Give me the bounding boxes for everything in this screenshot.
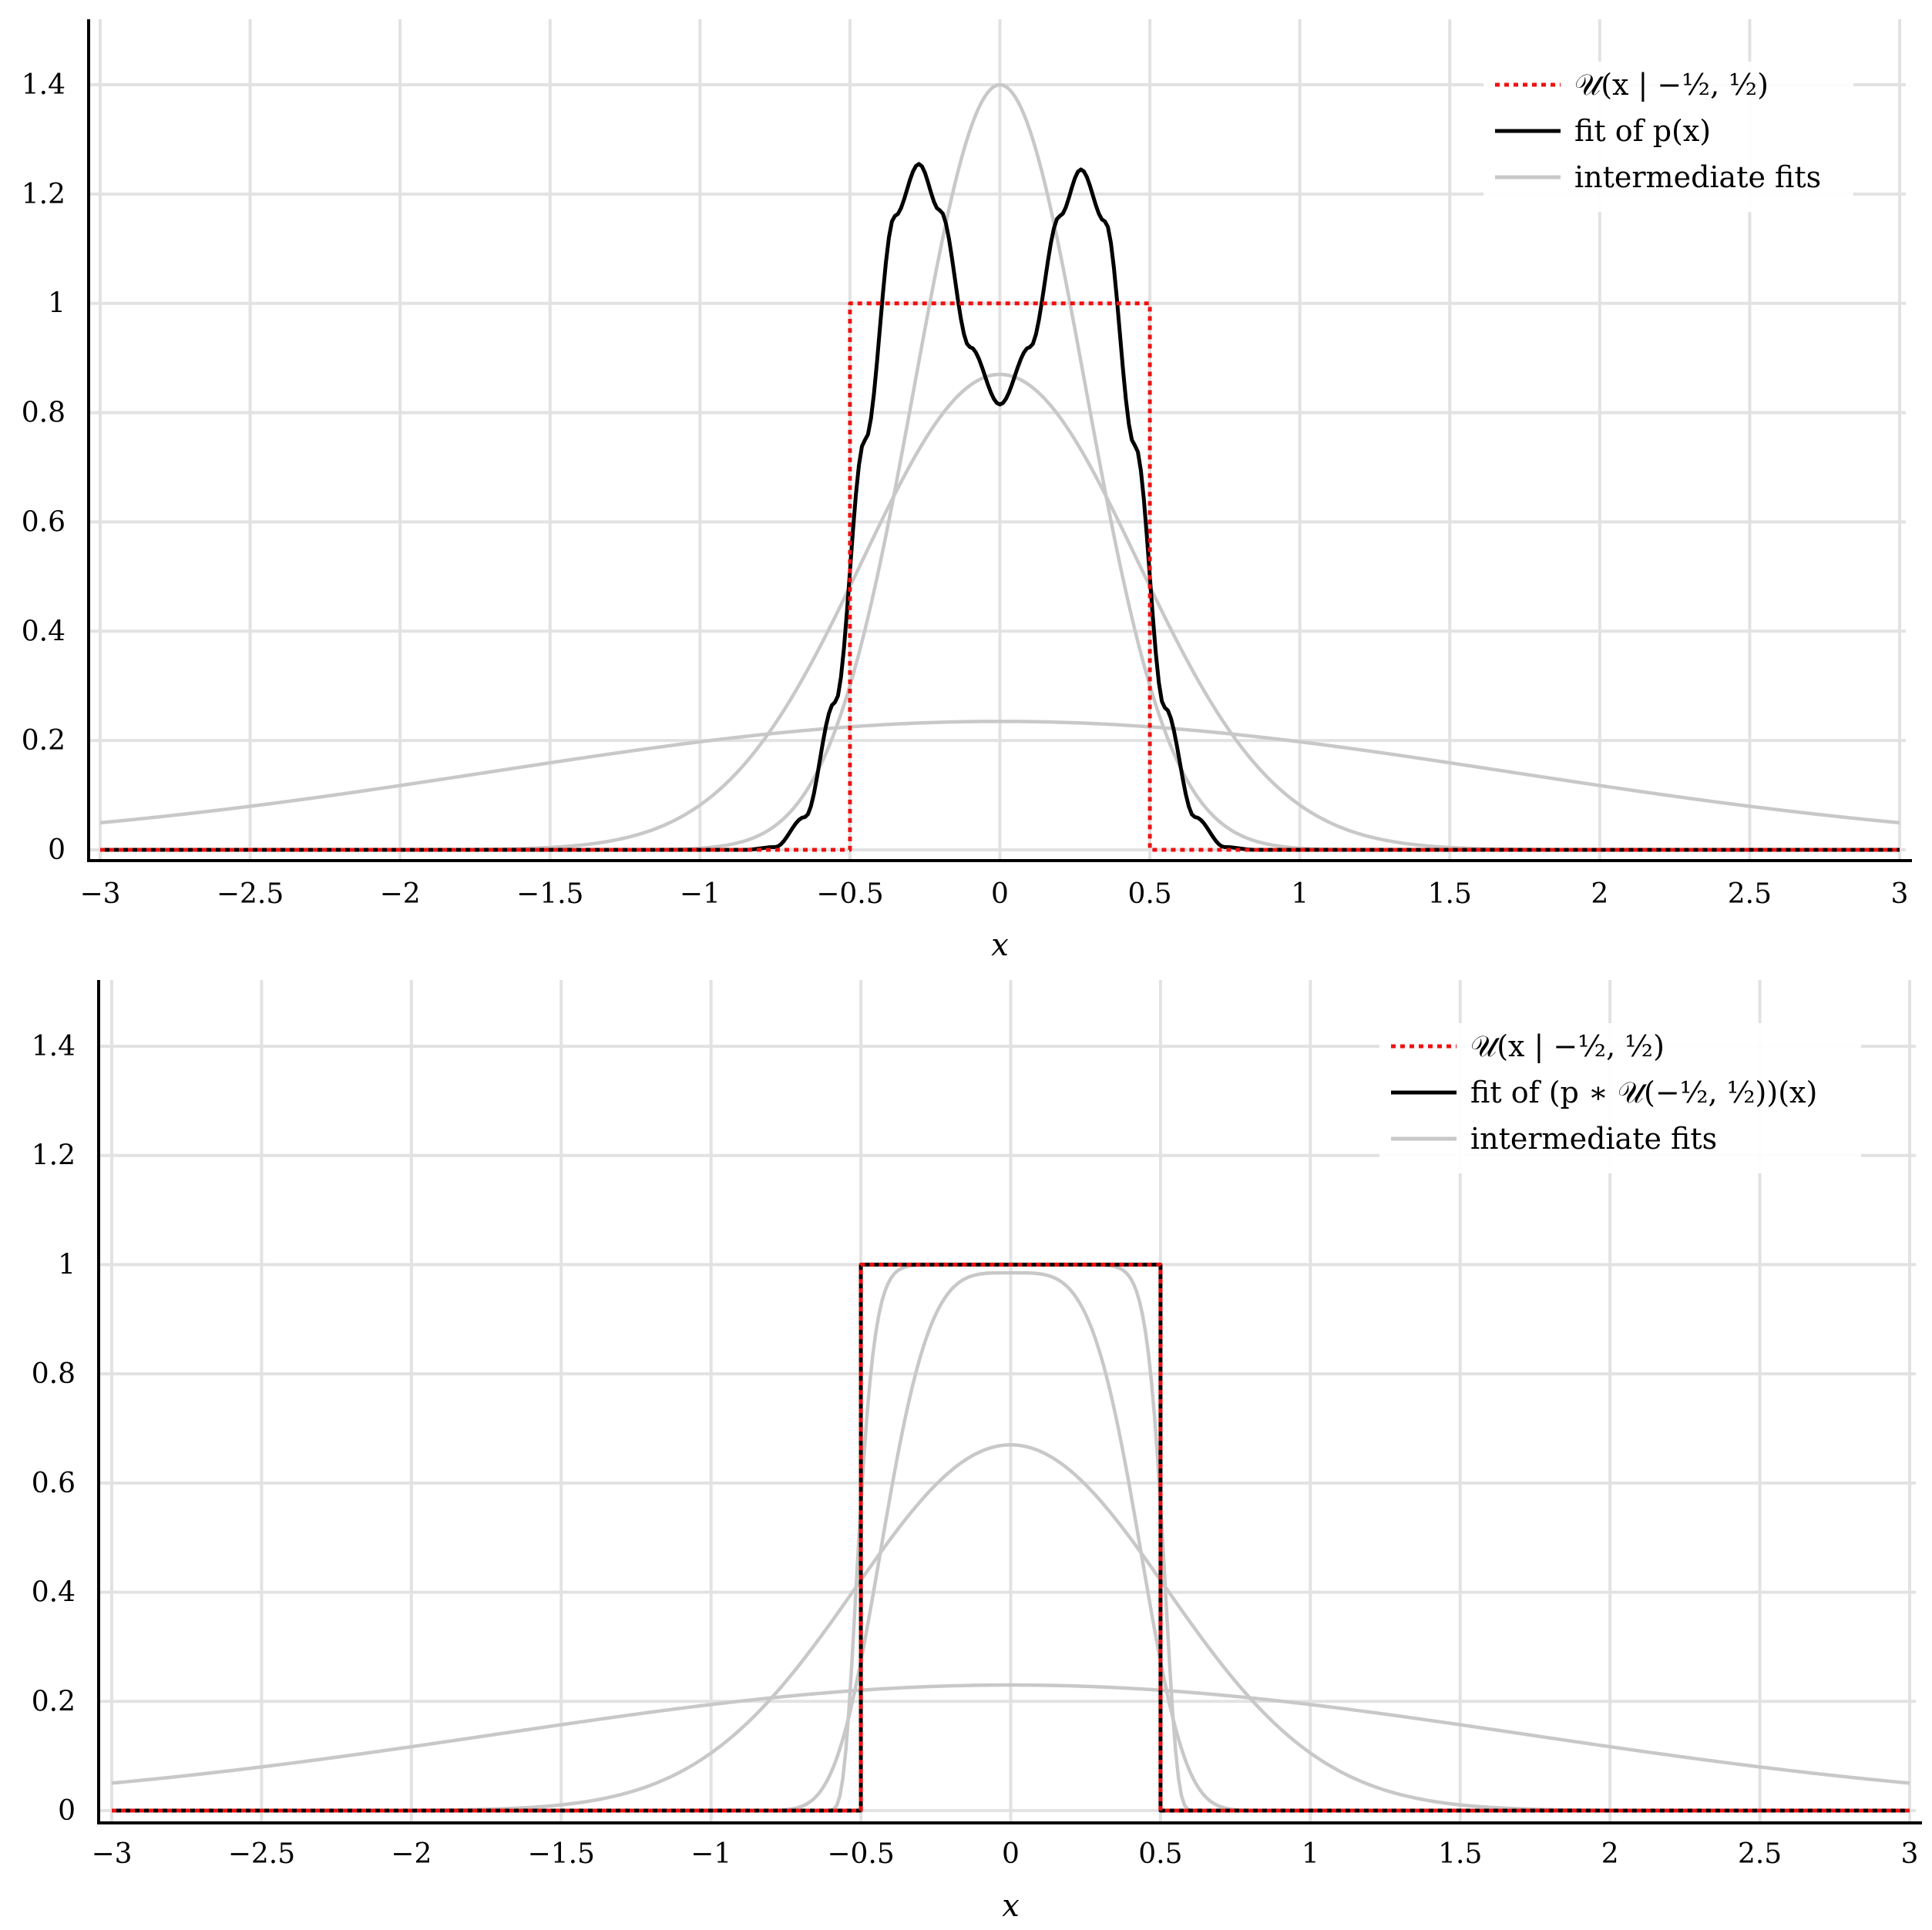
y-tick-label: 0 [48, 834, 66, 866]
x-tick-label: 1.5 [1428, 878, 1472, 910]
chart-panel-2: −3 −2.5 −2 −1.5 −1 −0.5 0 0.5 1 1.5 2 2.5 3 0 0.2 0.4 0.… [32, 980, 1922, 1924]
series-group [99, 82, 1900, 852]
uniform-series-line [112, 1262, 1910, 1813]
y-tick-label: 0 [58, 1795, 76, 1827]
x-tick-label: 1 [1291, 878, 1309, 910]
x-tick-label: 0 [1002, 1838, 1020, 1870]
x-tick-label: 0.5 [1127, 878, 1171, 910]
x-tick-label: −1 [690, 1838, 731, 1870]
legend-label: 𝒰(x | −½, ½) [1574, 68, 1769, 102]
y-tick-label: 0.4 [32, 1577, 76, 1609]
legend-label: intermediate fits [1574, 160, 1821, 194]
x-axis-title: x [1002, 1888, 1020, 1924]
x-tick-label: −2 [391, 1838, 432, 1870]
y-tick-label: 0.2 [32, 1686, 76, 1717]
intermediate-fit-line [111, 1683, 1910, 1785]
x-tick-label: −2.5 [217, 878, 284, 910]
x-tick-label: 1 [1302, 1838, 1319, 1870]
x-tick-label: −0.5 [816, 878, 883, 910]
legend-label: fit of p(x) [1574, 114, 1711, 148]
y-tick-label: 1.2 [32, 1140, 76, 1172]
x-tick-label: 2.5 [1728, 878, 1772, 910]
y-tick-label: 1 [48, 288, 66, 320]
x-tick-label: −1.5 [528, 1838, 595, 1870]
x-tick-label: −2 [380, 878, 421, 910]
y-tick-label: 0.6 [32, 1468, 76, 1499]
x-tick-label: 3 [1901, 1838, 1919, 1870]
legend-box [1379, 1023, 1861, 1173]
legend: 𝒰(x | −½, ½) fit of p(x) intermediate fits [1483, 62, 1853, 212]
chart-panel-1: −3 −2.5 −2 −1.5 −1 −0.5 0 0.5 1 1.5 2 2.5 3 0 0.2 0.4 0.… [22, 19, 1912, 963]
y-tick-label: 1.4 [32, 1031, 76, 1062]
y-tick-label: 1.4 [22, 69, 66, 101]
x-tick-label: 1.5 [1438, 1838, 1482, 1870]
y-tick-label: 0.8 [22, 398, 66, 429]
y-tick-label: 0.8 [32, 1358, 76, 1390]
x-tick-label: −2.5 [228, 1838, 295, 1870]
x-tick-label: 3 [1891, 878, 1909, 910]
x-tick-label: 0 [991, 878, 1009, 910]
legend-label: intermediate fits [1470, 1122, 1717, 1156]
x-tick-label: −3 [91, 1838, 132, 1870]
x-tick-label: 2 [1591, 878, 1608, 910]
x-tick-label: −1 [680, 878, 721, 910]
uniform-series-line [100, 301, 1900, 852]
legend-label: 𝒰(x | −½, ½) [1470, 1029, 1665, 1063]
x-axis-title: x [991, 928, 1009, 963]
intermediate-fit-line [99, 720, 1900, 825]
legend-label: fit of (p ∗ 𝒰(−½, ½))(x) [1470, 1076, 1817, 1109]
series-group [111, 1262, 1910, 1813]
x-tick-label: −0.5 [827, 1838, 894, 1870]
y-tick-label: 1 [58, 1249, 76, 1281]
x-tick-label: −3 [79, 878, 120, 910]
x-tick-label: −1.5 [516, 878, 583, 910]
x-tick-label: 0.5 [1138, 1838, 1182, 1870]
y-tick-label: 0.4 [22, 616, 66, 647]
y-tick-label: 1.2 [22, 179, 66, 210]
x-tick-label: 2.5 [1738, 1838, 1782, 1870]
y-tick-label: 0.6 [22, 506, 66, 538]
y-tick-label: 0.2 [22, 725, 66, 757]
x-tick-label: 2 [1601, 1838, 1619, 1870]
legend: 𝒰(x | −½, ½) fit of (p ∗ 𝒰(−½, ½))(x) inte… [1379, 1023, 1861, 1173]
